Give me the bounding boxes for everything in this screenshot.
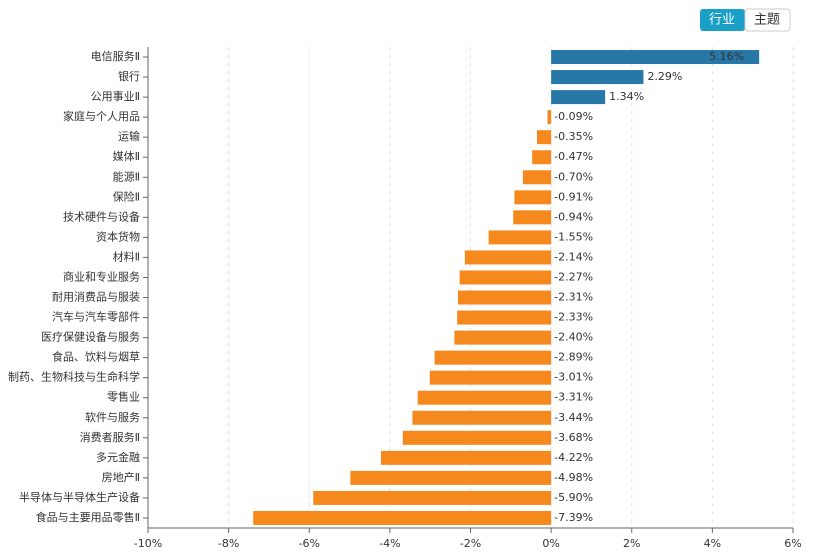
value-label: -0.91%	[554, 190, 593, 203]
value-label: -3.01%	[554, 371, 593, 384]
bar	[551, 70, 644, 85]
bar	[313, 490, 552, 505]
value-label: -5.90%	[554, 491, 593, 504]
value-label: 2.29%	[647, 70, 682, 83]
bar	[488, 230, 552, 245]
bar	[532, 150, 552, 165]
bar	[417, 390, 552, 405]
value-label: 5.16%	[709, 50, 744, 63]
value-label: -7.39%	[554, 511, 593, 524]
value-label: -0.35%	[554, 130, 593, 143]
y-tick-label: 保险Ⅱ	[113, 189, 140, 203]
value-label: -0.09%	[554, 110, 593, 123]
bar	[537, 130, 552, 145]
y-tick-label: 商业和专业服务	[63, 269, 140, 283]
bar	[434, 350, 552, 365]
x-tick-label: -10%	[134, 537, 162, 550]
value-label: -2.27%	[554, 270, 593, 283]
y-tick-label: 材料Ⅱ	[113, 249, 140, 263]
bar	[514, 190, 552, 205]
bar	[464, 250, 552, 265]
value-label: -3.68%	[554, 431, 593, 444]
value-label: -1.55%	[554, 230, 593, 243]
y-tick-label: 医疗保健设备与服务	[41, 330, 140, 344]
value-label: -0.94%	[554, 210, 593, 223]
value-label: -2.40%	[554, 331, 593, 344]
bar	[551, 90, 606, 105]
value-label: -4.98%	[554, 471, 593, 484]
toggle-active[interactable]	[700, 9, 745, 31]
y-tick-label: 制药、生物科技与生命科学	[8, 370, 140, 384]
x-tick-label: -4%	[379, 537, 400, 550]
y-tick-label: 食品、饮料与烟草	[52, 350, 140, 364]
x-tick-label: -2%	[460, 537, 481, 550]
y-tick-label: 技术硬件与设备	[63, 209, 140, 223]
value-label: -2.89%	[554, 351, 593, 364]
x-tick-label: -6%	[299, 537, 320, 550]
y-tick-label: 汽车与汽车零部件	[52, 310, 140, 324]
bar	[429, 370, 552, 385]
y-tick-label: 软件与服务	[85, 410, 140, 424]
toggle-label[interactable]: 主题	[754, 13, 780, 28]
y-tick-label: 家庭与个人用品	[63, 109, 140, 123]
bar	[412, 410, 552, 425]
value-label: -2.33%	[554, 311, 593, 324]
value-label: -0.47%	[554, 150, 593, 163]
y-tick-label: 运输	[118, 129, 140, 143]
value-label: -0.70%	[554, 170, 593, 183]
bar	[551, 50, 760, 65]
y-tick-label: 公用事业Ⅱ	[91, 90, 140, 103]
bar	[547, 110, 552, 125]
y-tick-label: 房地产Ⅱ	[102, 470, 140, 484]
toggle-inactive[interactable]	[744, 8, 791, 32]
value-label: -3.44%	[554, 411, 593, 424]
y-tick-label: 媒体Ⅱ	[113, 149, 140, 163]
bar	[350, 470, 552, 485]
x-tick-label: -8%	[218, 537, 239, 550]
value-label: -3.31%	[554, 391, 593, 404]
bar	[454, 330, 552, 345]
y-tick-label: 半导体与半导体生产设备	[19, 490, 140, 504]
bar	[381, 450, 552, 465]
y-tick-label: 多元金融	[96, 450, 140, 464]
bar	[513, 210, 552, 225]
bar	[253, 510, 552, 525]
y-tick-label: 耐用消费品与服装	[52, 290, 140, 304]
value-label: 1.34%	[609, 90, 644, 103]
value-label: -4.22%	[554, 451, 593, 464]
x-tick-label: 4%	[704, 537, 721, 550]
toggle-label[interactable]: 行业	[709, 13, 735, 28]
value-label: -2.14%	[554, 250, 593, 263]
y-tick-label: 食品与主要用品零售Ⅱ	[36, 510, 140, 524]
y-tick-label: 电信服务Ⅱ	[91, 50, 140, 63]
value-label: -2.31%	[554, 291, 593, 304]
x-tick-label: 0%	[542, 537, 559, 550]
y-tick-label: 资本货物	[96, 229, 140, 243]
bar	[402, 430, 552, 445]
bar	[457, 310, 552, 325]
y-tick-label: 零售业	[107, 390, 140, 404]
bar	[522, 170, 552, 185]
x-tick-label: 6%	[784, 537, 801, 550]
bar	[458, 290, 552, 305]
bar	[459, 270, 552, 285]
y-tick-label: 银行	[118, 69, 140, 83]
y-tick-label: 消费者服务Ⅱ	[80, 430, 140, 444]
y-tick-label: 能源Ⅱ	[113, 169, 140, 183]
x-tick-label: 2%	[623, 537, 640, 550]
